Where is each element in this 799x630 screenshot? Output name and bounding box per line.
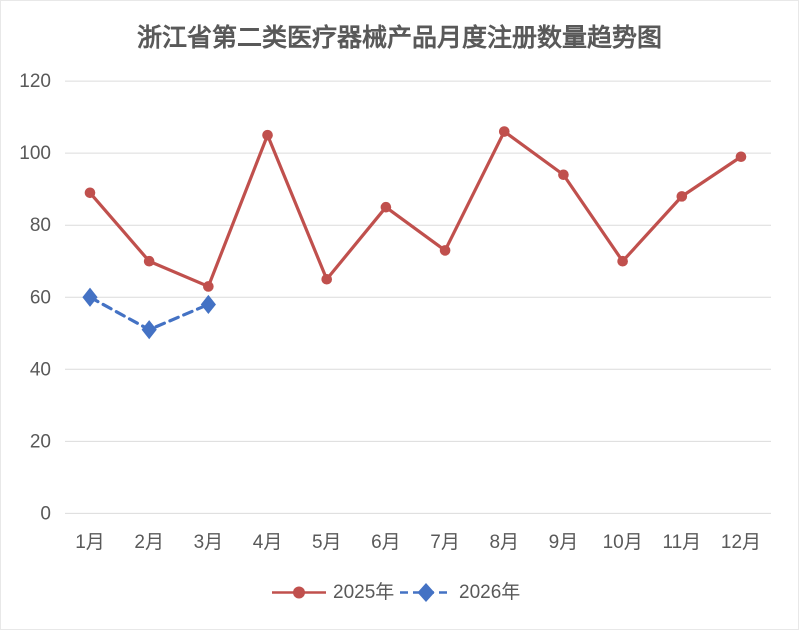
svg-text:2026年: 2026年	[459, 581, 520, 603]
svg-text:2025年: 2025年	[333, 581, 394, 603]
